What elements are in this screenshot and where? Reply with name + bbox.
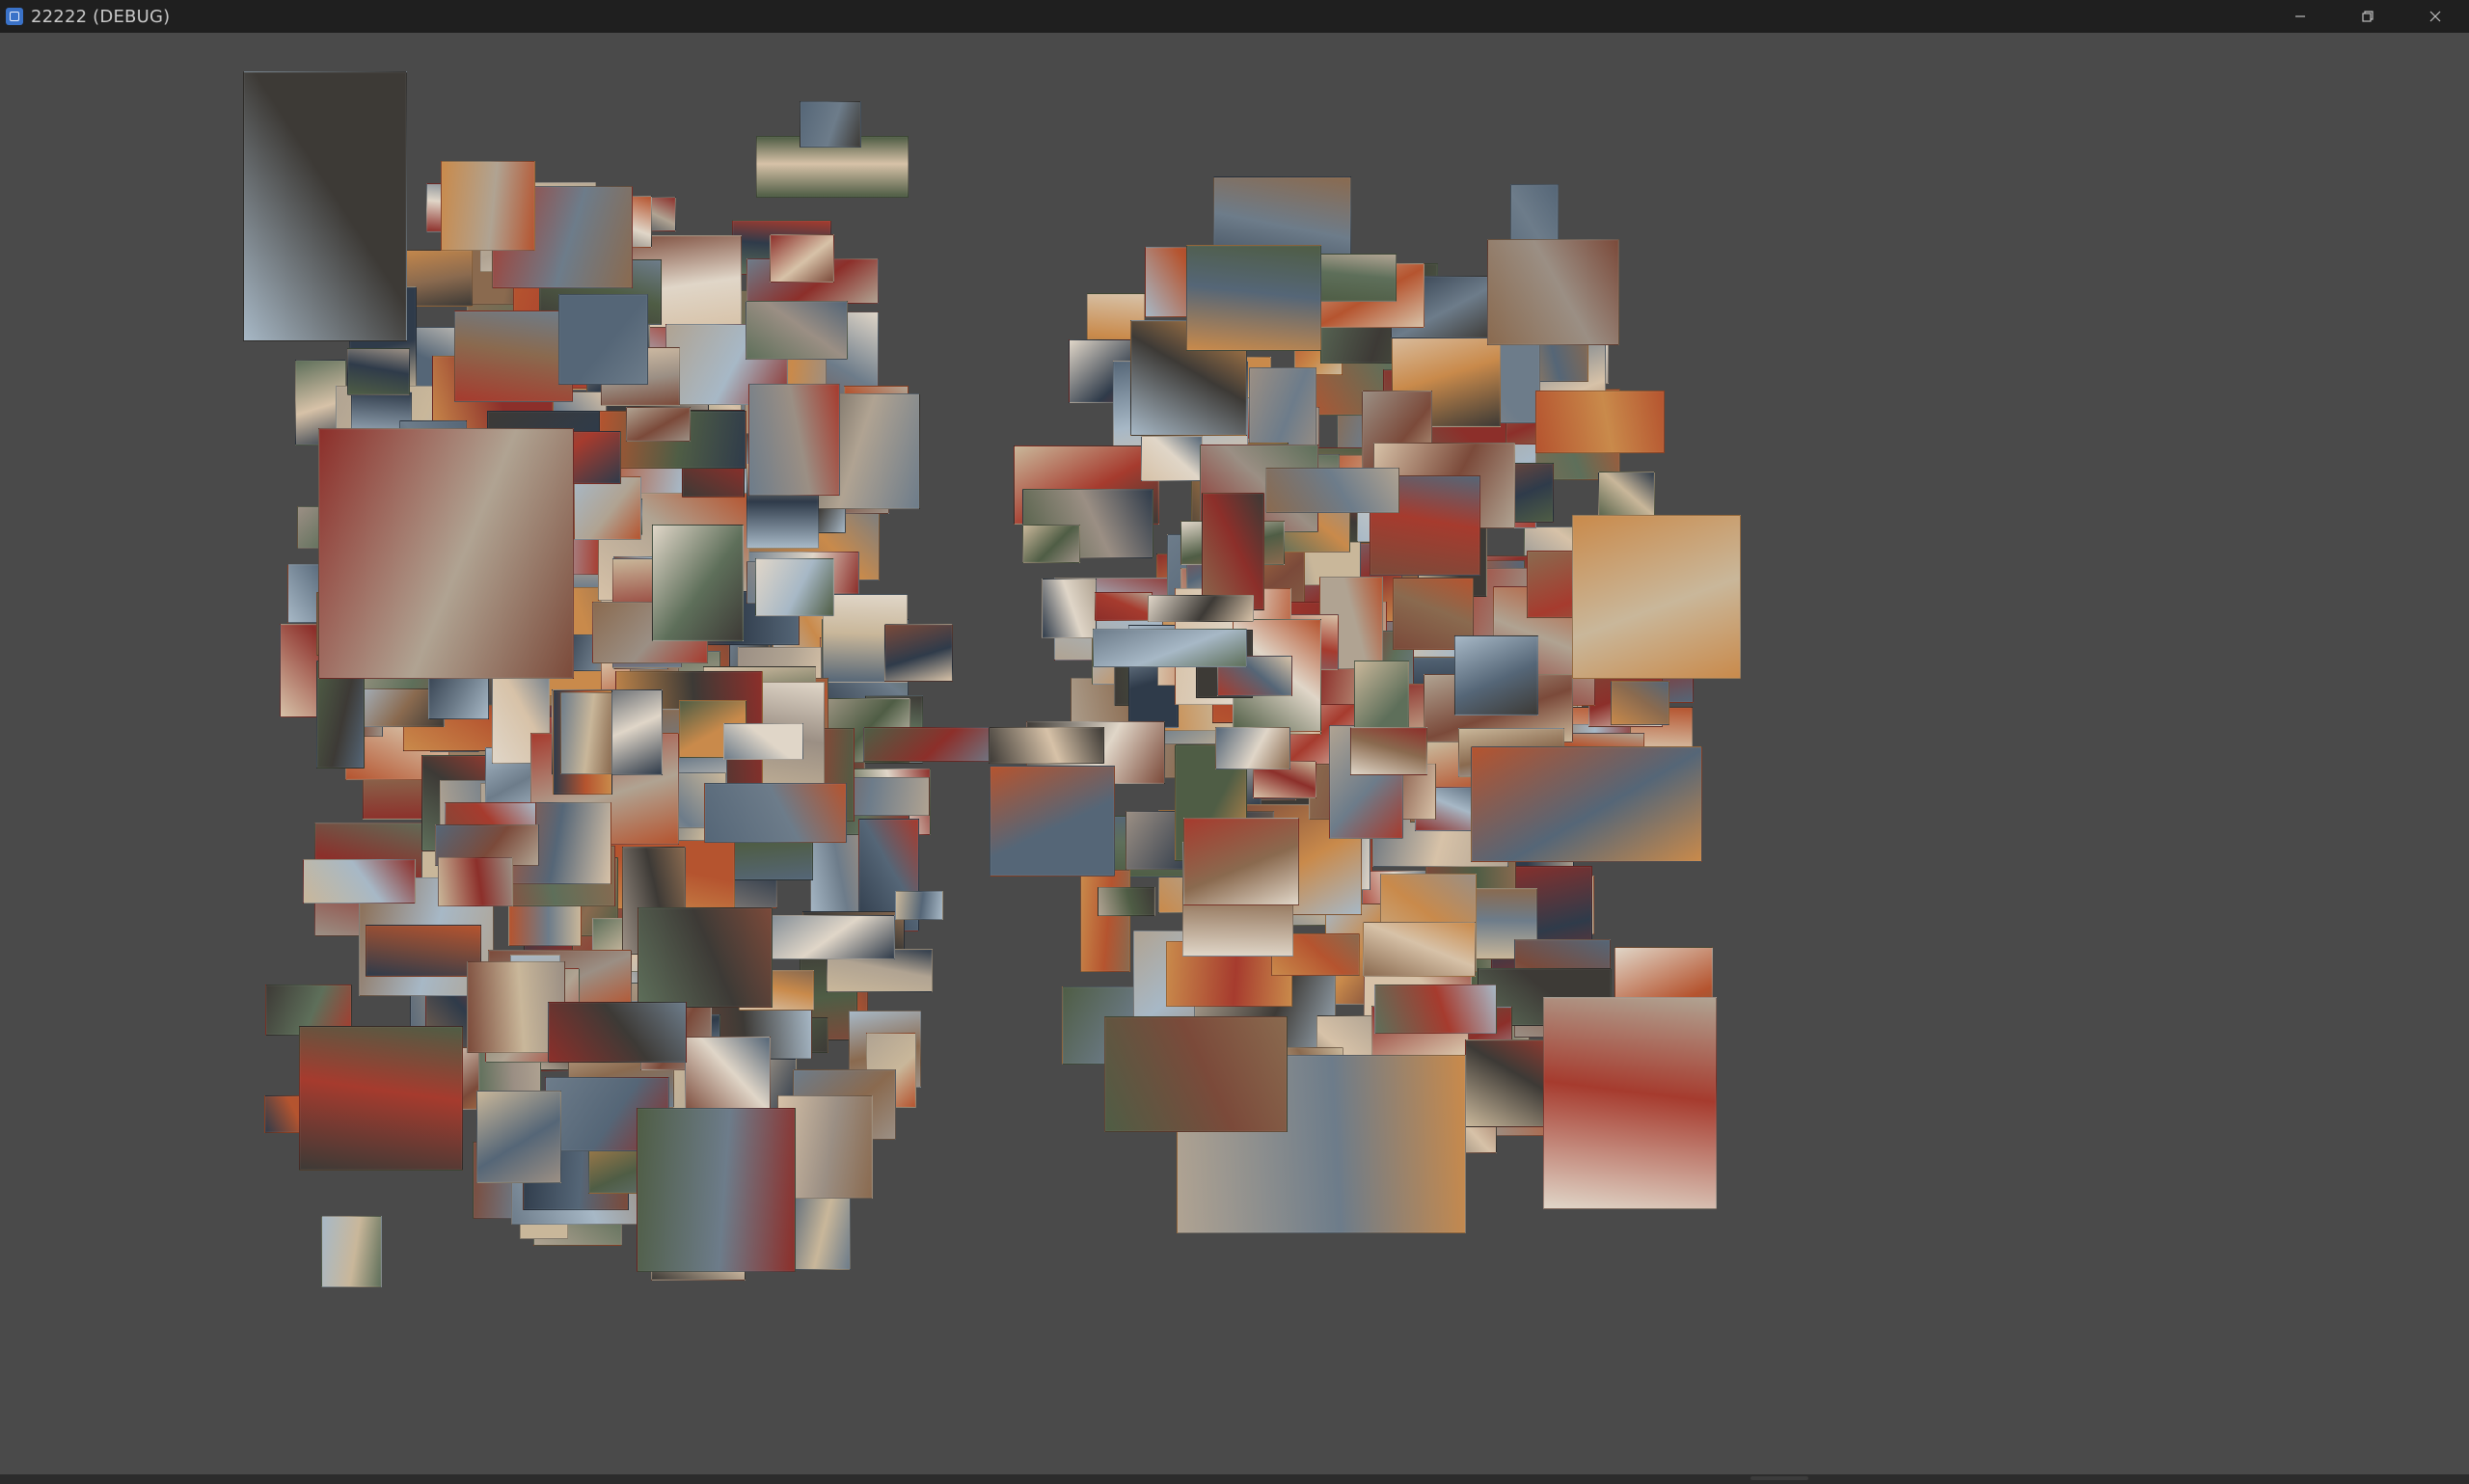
collage-photo-tile[interactable] [755,558,834,616]
minimize-button[interactable] [2266,0,2334,33]
collage-photo-tile[interactable] [770,234,834,283]
collage-photo-tile[interactable] [366,925,481,977]
collage-photo-tile[interactable] [748,384,840,496]
collage-photo-tile[interactable] [1202,493,1264,610]
collage-photo-tile[interactable] [1104,1016,1288,1132]
collage-photo-tile[interactable] [1080,870,1130,972]
window-title: 22222 (DEBUG) [31,6,171,27]
bottom-status-bar [0,1474,2469,1484]
collage-photo-tile[interactable] [1471,746,1702,862]
collage-photo-tile[interactable] [989,727,1104,764]
collage-photo-tile[interactable] [1454,635,1538,715]
collage-photo-tile[interactable] [1350,727,1427,775]
close-icon [2429,11,2441,22]
collage-photo-tile[interactable] [321,1216,382,1287]
collage-photo-tile[interactable] [1141,436,1203,481]
collage-photo-tile[interactable] [1265,468,1399,513]
collage-photo-tile[interactable] [548,1002,687,1063]
collage-photo-tile[interactable] [685,1037,771,1114]
collage-photo-tile[interactable] [1309,254,1397,302]
collage-photo-tile[interactable] [704,783,847,843]
collage-photo-tile[interactable] [347,348,410,395]
window-controls [2266,0,2469,33]
collage-photo-tile[interactable] [1098,887,1155,916]
title-bar[interactable]: 22222 (DEBUG) [0,0,2469,33]
restore-button[interactable] [2334,0,2401,33]
collage-photo-tile[interactable] [990,766,1115,877]
collage-photo-tile[interactable] [746,301,848,360]
collage-photo-tile[interactable] [1611,681,1669,725]
collage-photo-tile[interactable] [1022,525,1080,563]
collage-photo-tile[interactable] [1543,997,1717,1209]
collage-photo-tile[interactable] [441,161,535,251]
collage-photo-tile[interactable] [1177,1055,1466,1233]
collage-photo-tile[interactable] [438,857,513,906]
collage-photo-tile[interactable] [1095,592,1153,621]
collage-photo-tile[interactable] [1487,239,1619,345]
collage-photo-tile[interactable] [1186,245,1321,351]
app-window-icon [6,8,23,25]
collage-photo-tile[interactable] [863,727,998,762]
collage-photo-tile[interactable] [1598,472,1655,522]
collage-photo-tile[interactable] [1183,818,1299,905]
collage-photo-tile[interactable] [454,310,573,402]
collage-photo-tile[interactable] [318,428,574,679]
collage-photo-tile[interactable] [884,624,953,682]
collage-photo-tile[interactable] [800,101,861,148]
collage-photo-tile[interactable] [723,723,803,760]
collage-photo-tile[interactable] [652,525,744,641]
collage-photo-tile[interactable] [476,1091,561,1183]
minimize-icon [2295,15,2305,17]
collage-photo-tile[interactable] [626,407,691,442]
collage-photo-tile[interactable] [299,1026,463,1171]
collage-photo-tile[interactable] [1042,579,1097,638]
collage-photo-tile[interactable] [1215,727,1290,769]
collage-photo-tile[interactable] [1535,391,1665,453]
collage-photo-tile[interactable] [303,859,416,904]
resize-handle[interactable] [1750,1476,1808,1480]
collage-photo-tile[interactable] [1363,922,1476,977]
collage-photo-tile[interactable] [558,294,648,385]
collage-photo-tile[interactable] [1093,629,1247,667]
restore-icon [2362,11,2374,22]
collage-photo-tile[interactable] [560,692,612,774]
photo-collage-canvas[interactable] [0,33,2469,1474]
collage-photo-tile[interactable] [1374,985,1497,1034]
collage-photo-tile[interactable] [638,907,773,1008]
collage-photo-tile[interactable] [243,71,407,341]
collage-photo-tile[interactable] [895,891,943,920]
collage-photo-tile[interactable] [1148,595,1254,622]
collage-photo-tile[interactable] [574,476,641,540]
close-button[interactable] [2401,0,2469,33]
collage-photo-tile[interactable] [1572,515,1741,679]
collage-photo-tile[interactable] [637,1108,796,1272]
